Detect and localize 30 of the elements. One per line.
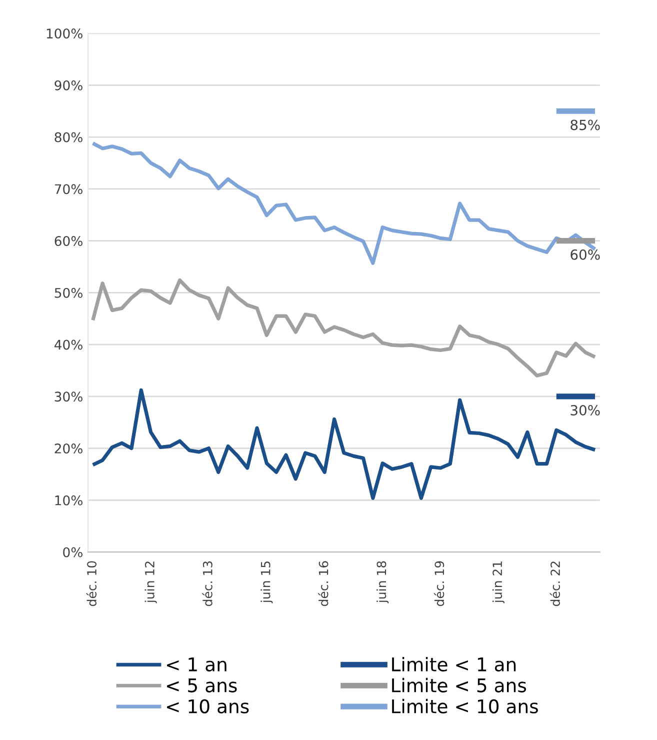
- y-tick-label: 70%: [54, 184, 82, 194]
- x-tick-label: juin 15: [260, 561, 273, 604]
- legend-label: Limite < 5 ans: [392, 678, 526, 692]
- legend-label: < 10 ans: [166, 699, 249, 714]
- x-tick-label: juin 12: [144, 562, 157, 604]
- y-tick-label: 80%: [54, 132, 82, 142]
- x-tick-label: déc. 19: [434, 561, 444, 606]
- legend-label: < 5 ans: [166, 678, 237, 692]
- legend-label: Limite < 1 an: [392, 656, 516, 672]
- line-series: [91, 278, 597, 378]
- y-tick-label: 50%: [54, 288, 82, 298]
- y-tick-label: 10%: [55, 495, 82, 506]
- y-tick-label: 40%: [54, 340, 82, 350]
- y-tick-label: 20%: [54, 444, 82, 454]
- y-tick-label: 0%: [63, 547, 82, 558]
- x-tick-label: déc. 10: [86, 561, 96, 606]
- y-tick-label: 30%: [54, 392, 82, 402]
- y-tick-label: 90%: [54, 80, 82, 90]
- x-tick-label: juin 21: [492, 562, 504, 604]
- data-label: 85%: [570, 120, 600, 130]
- x-tick-label: déc. 22: [550, 562, 560, 606]
- x-tick-label: déc. 13: [202, 561, 212, 606]
- legend-label: Limite < 10 ans: [392, 698, 538, 714]
- data-label: 30%: [570, 404, 600, 416]
- legend-label: < 1 an: [166, 658, 226, 672]
- y-tick-label: 60%: [54, 236, 82, 246]
- x-tick-label: juin 18: [376, 561, 389, 604]
- y-tick-label: 100%: [46, 28, 82, 38]
- data-label: 60%: [570, 249, 600, 260]
- x-tick-label: déc. 16: [318, 561, 328, 606]
